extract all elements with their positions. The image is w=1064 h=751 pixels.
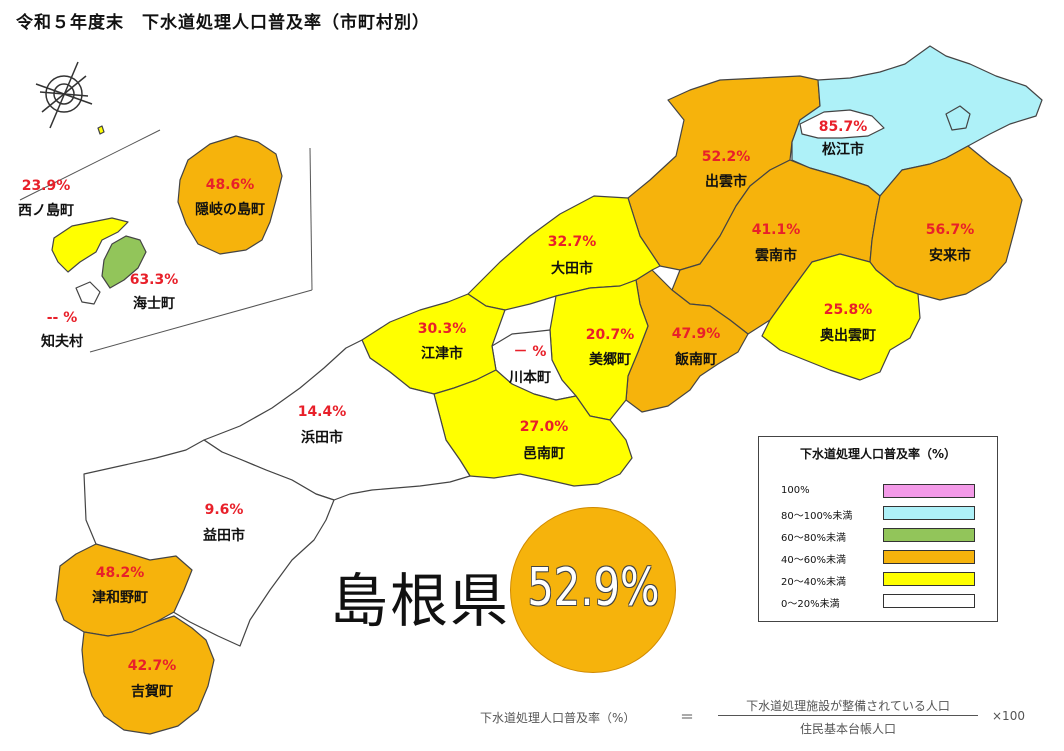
region-okuizumo (761, 253, 921, 381)
region-oda (467, 195, 661, 311)
label-name-masuda: 益田市 (203, 527, 245, 544)
label-rate-unnan: 41.1% (752, 222, 801, 238)
label-rate-chibu: -- % (47, 310, 78, 326)
label-name-onan: 邑南町 (523, 445, 565, 462)
label-name-matsue: 松江市 (822, 141, 864, 158)
label-name-okuizumo: 奥出雲町 (820, 327, 876, 344)
label-name-hamada: 浜田市 (301, 429, 343, 446)
formula-numerator: 下水道処理施設が整備されている人口 (746, 699, 950, 713)
legend-item: 80～100%未満 (781, 506, 981, 522)
legend-label: 100% (781, 485, 810, 496)
label-name-oda: 大田市 (551, 260, 593, 277)
legend-swatch (883, 594, 975, 608)
region-matsue (791, 45, 1043, 197)
formula-denominator: 住民基本台帳人口 (799, 722, 896, 736)
legend-label: 60～80%未満 (781, 533, 846, 544)
label-rate-izumo: 52.2% (702, 149, 751, 165)
label-rate-oda: 32.7% (548, 234, 597, 250)
legend-item: 0～20%未満 (781, 594, 981, 610)
region-nishinoshima (51, 217, 129, 273)
label-rate-masuda: 9.6% (205, 502, 244, 518)
label-name-yasugi: 安来市 (929, 247, 971, 264)
formula-lhs: 下水道処理人口普及率（%） (480, 711, 636, 725)
label-rate-okinoshima: 48.6% (206, 177, 255, 193)
prefecture-rate: 52.9% (527, 558, 660, 618)
label-name-misato: 美郷町 (589, 351, 631, 368)
region-yoshika (81, 615, 215, 735)
legend-item: 60～80%未満 (781, 528, 981, 544)
label-name-iinan: 飯南町 (674, 351, 717, 368)
region-okinoshima (177, 135, 283, 255)
region-tsuwano (55, 543, 193, 637)
formula: 下水道処理人口普及率（%） ＝ 下水道処理施設が整備されている人口 住民基本台帳… (480, 695, 1040, 739)
label-name-izumo: 出雲市 (705, 173, 747, 190)
legend-item: 20～40%未満 (781, 572, 981, 588)
label-rate-ama: 63.3% (130, 272, 179, 288)
legend-label: 80～100%未満 (781, 511, 853, 522)
formula-equals: ＝ (680, 710, 694, 726)
label-rate-tsuwano: 48.2% (96, 565, 145, 581)
label-rate-iinan: 47.9% (672, 326, 721, 342)
label-rate-kawamoto: － % (514, 344, 547, 360)
label-rate-onan: 27.0% (520, 419, 569, 435)
label-rate-okuizumo: 25.8% (824, 302, 873, 318)
label-name-gotsu: 江津市 (421, 345, 463, 362)
label-rate-nishinoshima: 23.9% (22, 178, 71, 194)
label-rate-yasugi: 56.7% (926, 222, 975, 238)
inset-border-bottom (89, 289, 313, 353)
label-name-unnan: 雲南市 (755, 247, 797, 264)
legend: 下水道処理人口普及率（%） 100% 80～100%未満 60～80%未満 40… (758, 436, 998, 622)
label-rate-gotsu: 30.3% (418, 321, 467, 337)
label-name-kawamoto: 川本町 (508, 369, 551, 386)
label-rate-hamada: 14.4% (298, 404, 347, 420)
map-title: 令和５年度末 下水道処理人口普及率（市町村別） (16, 13, 430, 33)
region-chibu (75, 281, 101, 305)
legend-label: 40～60%未満 (781, 555, 846, 566)
legend-swatch (883, 572, 975, 586)
inset-border-top (19, 129, 161, 201)
prefecture-name: 島根県 (330, 567, 511, 635)
label-rate-matsue: 85.7% (819, 119, 868, 135)
legend-title: 下水道処理人口普及率（%） (799, 447, 957, 461)
label-name-okinoshima: 隠岐の島町 (195, 201, 265, 218)
region-matsue-islet (945, 105, 971, 131)
label-name-tsuwano: 津和野町 (92, 589, 148, 606)
label-name-chibu: 知夫村 (41, 333, 83, 350)
legend-swatch (883, 550, 975, 564)
label-name-nishinoshima: 西ノ島町 (18, 202, 74, 219)
label-rate-yoshika: 42.7% (128, 658, 177, 674)
inset-border-right (309, 147, 313, 291)
label-name-ama: 海士町 (133, 295, 175, 312)
formula-multiplier: ×100 (992, 709, 1025, 723)
compass-icon (35, 61, 93, 129)
formula-fraction-line (718, 715, 978, 716)
legend-swatch (883, 484, 975, 498)
legend-swatch (883, 506, 975, 520)
legend-item: 100% (781, 484, 981, 500)
region-ama (101, 235, 147, 289)
region-onan (433, 369, 633, 487)
label-name-yoshika: 吉賀町 (131, 683, 173, 700)
legend-swatch (883, 528, 975, 542)
label-rate-misato: 20.7% (586, 327, 635, 343)
legend-label: 20～40%未満 (781, 577, 846, 588)
legend-item: 40～60%未満 (781, 550, 981, 566)
region-matsue-lake (799, 109, 885, 139)
region-small-island (97, 125, 105, 135)
legend-label: 0～20%未満 (781, 599, 840, 610)
prefecture-rate-circle: 52.9% (510, 507, 676, 673)
